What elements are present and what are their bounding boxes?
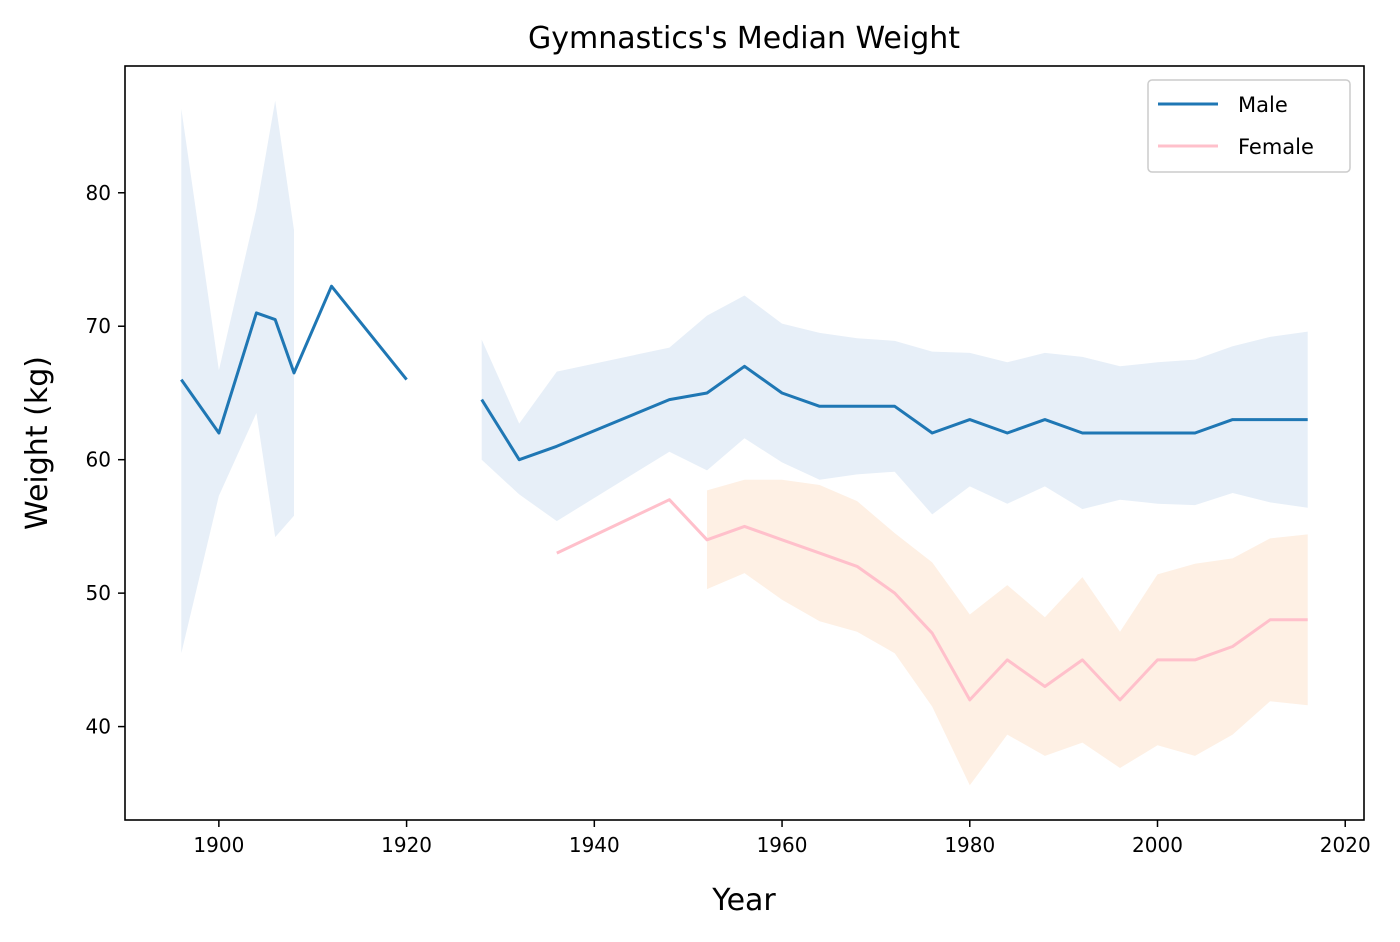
series-lines	[180, 284, 1308, 702]
male-band-1	[481, 295, 1308, 522]
male-line-segment-0	[180, 284, 408, 435]
y-tick-label: 80	[86, 181, 111, 205]
confidence-bands	[181, 100, 1308, 786]
y-axis-ticks: 40 50 60 70 80	[86, 181, 125, 739]
x-tick-label: 2000	[1132, 833, 1183, 857]
y-tick-label: 60	[86, 448, 111, 472]
legend: Male Female	[1147, 79, 1351, 173]
x-tick-label: 1920	[381, 833, 432, 857]
plot-area-frame	[124, 65, 1365, 821]
legend-label-female: Female	[1238, 135, 1314, 159]
x-tick-label: 1960	[757, 833, 808, 857]
male-line-segment-1	[480, 364, 1308, 462]
x-axis-title: Year	[711, 883, 776, 918]
chart-title: Gymnastics's Median Weight	[528, 21, 960, 56]
x-tick-label: 1940	[569, 833, 620, 857]
x-tick-label: 1980	[944, 833, 995, 857]
legend-label-male: Male	[1238, 93, 1288, 117]
female-line-segment-0	[556, 498, 1308, 702]
x-tick-label: 2020	[1320, 833, 1371, 857]
female-band-0	[707, 479, 1308, 786]
y-axis-title: Weight (kg)	[20, 356, 55, 530]
y-tick-label: 50	[86, 581, 111, 605]
x-axis-ticks: 1900 1920 1940 1960 1980 2000 2020	[193, 820, 1371, 857]
y-tick-label: 70	[86, 314, 111, 338]
y-tick-label: 40	[86, 715, 111, 739]
x-tick-label: 1900	[193, 833, 244, 857]
